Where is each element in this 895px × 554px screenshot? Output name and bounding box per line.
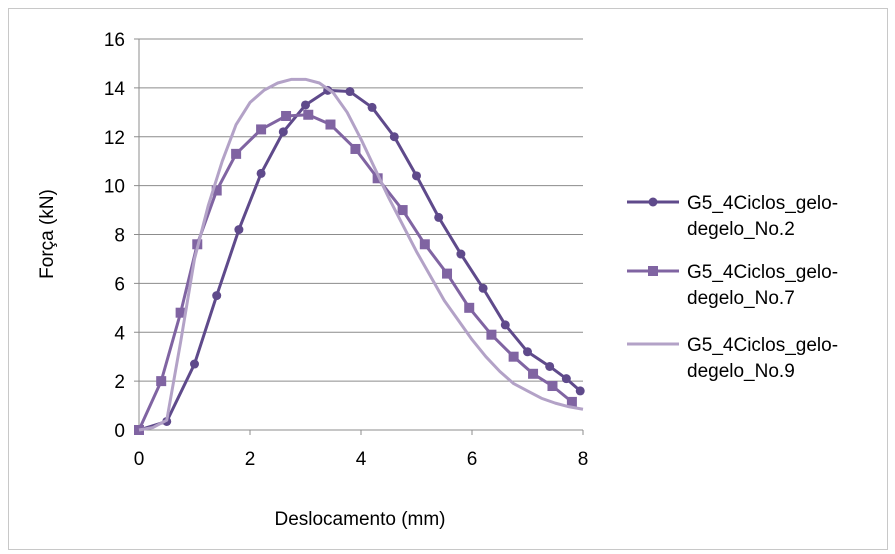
data-point (175, 307, 186, 318)
data-point (156, 376, 167, 387)
y-tick-label: 0 (114, 421, 125, 442)
series-line-2 (137, 113, 573, 431)
y-tick-label: 4 (114, 323, 125, 344)
series-line-3 (138, 77, 584, 432)
series-2 (134, 109, 577, 435)
legend-label: G5_4Ciclos_gelo- (687, 193, 838, 214)
data-point (372, 173, 383, 184)
x-tick-label: 4 (356, 449, 367, 470)
data-point (478, 283, 488, 293)
data-point (256, 124, 267, 135)
data-point (211, 185, 222, 196)
data-point (190, 359, 199, 369)
data-point (561, 374, 571, 384)
y-tick-label: 10 (104, 177, 125, 198)
x-tick-label: 0 (134, 449, 145, 470)
legend-label: G5_4Ciclos_gelo- (687, 262, 838, 283)
legend-label: degelo_No.2 (687, 219, 795, 240)
y-tick-label: 12 (104, 128, 125, 149)
data-point (278, 127, 288, 137)
data-point (523, 347, 532, 357)
legend-item-2: G5_4Ciclos_gelo-degelo_No.7 (627, 262, 838, 309)
data-point (412, 171, 421, 181)
x-tick-label: 6 (467, 449, 478, 470)
data-point (231, 148, 242, 159)
legend-swatch-marker (648, 197, 658, 207)
data-point (508, 351, 519, 362)
y-tick-label: 14 (104, 79, 126, 100)
y-tick-label: 8 (114, 226, 125, 247)
data-point (545, 361, 555, 371)
data-point (434, 212, 444, 222)
data-point (345, 87, 355, 97)
y-tick-label: 16 (104, 30, 125, 51)
legend-label: degelo_No.7 (687, 288, 795, 309)
chart-frame: 0 2 4 6 8 10 12 14 16 0 2 4 6 8 Deslocamento (mm) For… (8, 8, 888, 550)
legend: G5_4Ciclos_gelo-degelo_No.2G5_4Ciclos_ge… (627, 193, 838, 382)
data-point (500, 320, 510, 330)
data-point (303, 109, 314, 120)
legend-label: G5_4Ciclos_gelo- (687, 335, 838, 356)
data-point (212, 291, 222, 301)
legend-item-1: G5_4Ciclos_gelo-degelo_No.2 (627, 193, 838, 240)
x-tick-label: 8 (578, 449, 589, 470)
y-axis-title: Força (kN) (37, 189, 58, 279)
y-tick-label: 6 (114, 274, 125, 295)
data-point (419, 239, 430, 250)
legend-swatch-marker (648, 266, 658, 276)
data-point (367, 102, 377, 112)
data-point (325, 119, 336, 130)
data-point (528, 368, 539, 379)
data-point (256, 168, 266, 178)
data-point (486, 329, 497, 340)
chart-svg: 0 2 4 6 8 10 12 14 16 0 2 4 6 8 Deslocamento (mm) For… (37, 30, 838, 530)
data-point (301, 100, 310, 110)
x-tick-label: 2 (245, 449, 256, 470)
data-point (566, 396, 577, 407)
data-point (464, 302, 475, 313)
data-point (456, 249, 466, 259)
data-point (234, 225, 244, 235)
data-point (442, 268, 453, 279)
label-layer: 0 2 4 6 8 10 12 14 16 0 2 4 6 8 (104, 30, 588, 470)
data-point (397, 205, 408, 216)
series-3 (138, 77, 584, 432)
series-layer (134, 77, 585, 435)
data-point (575, 386, 585, 396)
data-point (281, 110, 292, 121)
data-point (350, 143, 361, 154)
legend-label: degelo_No.9 (687, 361, 795, 382)
x-axis-title: Deslocamento (mm) (274, 509, 445, 530)
legend-item-3: G5_4Ciclos_gelo-degelo_No.9 (627, 335, 838, 382)
axis-layer (134, 38, 584, 435)
series-line-1 (138, 88, 582, 432)
y-tick-label: 2 (114, 372, 125, 393)
data-point (389, 132, 399, 142)
data-point (547, 381, 558, 392)
